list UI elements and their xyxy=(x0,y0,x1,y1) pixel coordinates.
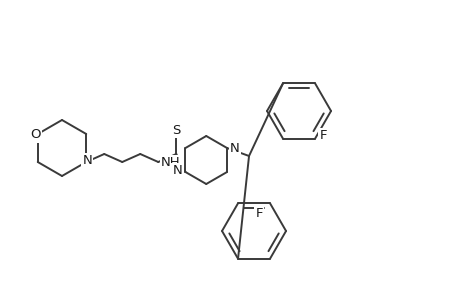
Text: O: O xyxy=(30,128,41,142)
Text: S: S xyxy=(172,124,180,136)
Text: F: F xyxy=(255,207,262,220)
Text: NH: NH xyxy=(161,157,180,169)
Text: N: N xyxy=(230,142,239,155)
Text: N: N xyxy=(82,154,92,167)
Text: N: N xyxy=(172,164,182,178)
Text: F: F xyxy=(319,129,326,142)
